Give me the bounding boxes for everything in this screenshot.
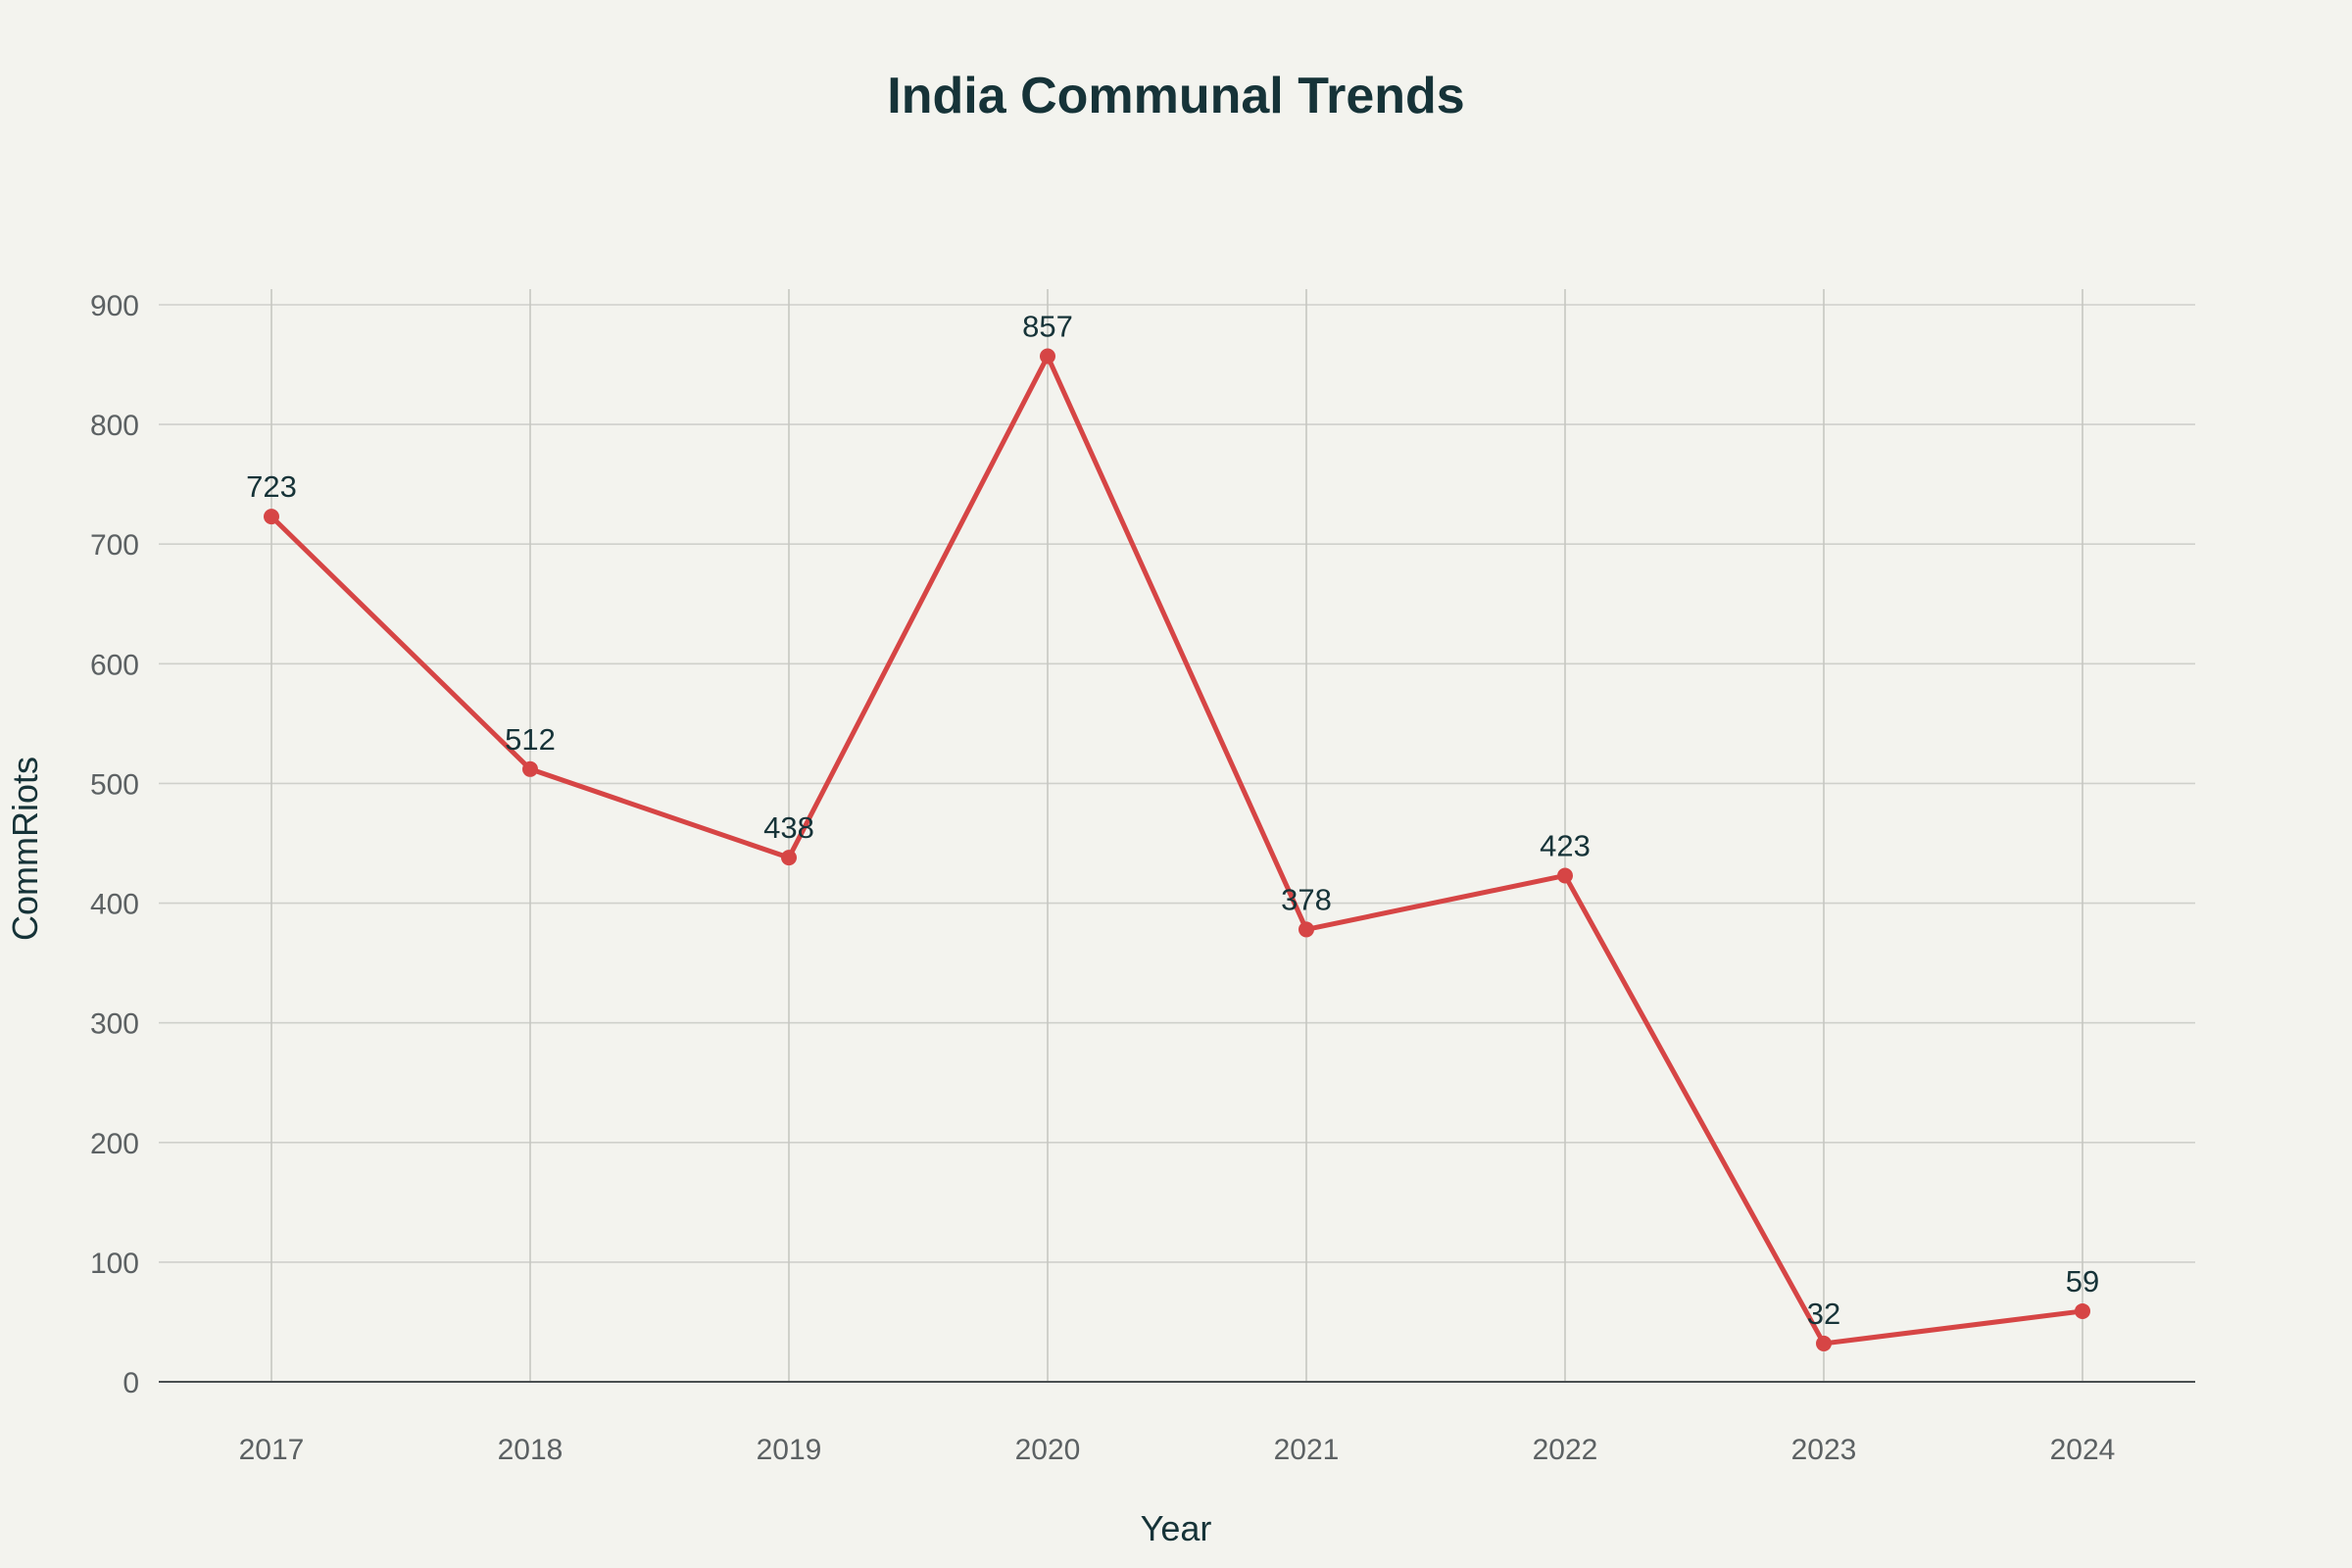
- y-tick-label: 600: [90, 649, 139, 681]
- y-tick-label: 400: [90, 889, 139, 921]
- series-line: [269, 354, 2085, 1347]
- x-tick-label: 2024: [2050, 1434, 2116, 1466]
- x-tick-label: 2020: [1015, 1434, 1081, 1466]
- x-tick-label: 2017: [239, 1434, 305, 1466]
- y-tick-label: 300: [90, 1008, 139, 1041]
- y-tick-label: 700: [90, 529, 139, 562]
- y-tick-label: 0: [122, 1367, 139, 1399]
- x-axis-title: Year: [1141, 1508, 1212, 1548]
- y-tick-label: 500: [90, 768, 139, 801]
- data-point: [1298, 921, 1314, 938]
- grid: [159, 289, 2195, 1382]
- data-label: 32: [1807, 1297, 1840, 1331]
- data-label: 438: [763, 810, 814, 845]
- data-label: 723: [246, 469, 297, 504]
- chart-title: India Communal Trends: [887, 68, 1464, 124]
- data-label: 857: [1022, 310, 1073, 344]
- data-label: 512: [505, 722, 556, 757]
- x-tick-label: 2019: [757, 1434, 822, 1466]
- x-tick-label: 2022: [1533, 1434, 1598, 1466]
- data-label: 423: [1540, 828, 1591, 862]
- data-point: [781, 850, 797, 866]
- y-tick-label: 200: [90, 1128, 139, 1160]
- data-labels: 723 512 438 857 378 423 32 59: [246, 310, 2099, 1331]
- data-point: [522, 760, 538, 777]
- data-label: 59: [2066, 1264, 2099, 1298]
- data-point: [264, 509, 279, 525]
- y-tick-label: 100: [90, 1248, 139, 1280]
- y-tick-label: 900: [90, 290, 139, 322]
- x-tick-label: 2018: [498, 1434, 564, 1466]
- axes: 0 100 200 300 400 500 600 700 800 900 2017 2018 2019…: [90, 290, 2195, 1466]
- data-label: 378: [1281, 882, 1332, 916]
- data-point: [1040, 348, 1055, 365]
- data-point: [2075, 1302, 2090, 1319]
- data-point: [1557, 867, 1573, 884]
- y-axis-title: CommRiots: [5, 757, 45, 941]
- y-tick-label: 800: [90, 410, 139, 442]
- x-tick-label: 2021: [1274, 1434, 1340, 1466]
- data-point: [1816, 1335, 1832, 1351]
- series-layer: [264, 348, 2090, 1351]
- x-tick-label: 2023: [1791, 1434, 1857, 1466]
